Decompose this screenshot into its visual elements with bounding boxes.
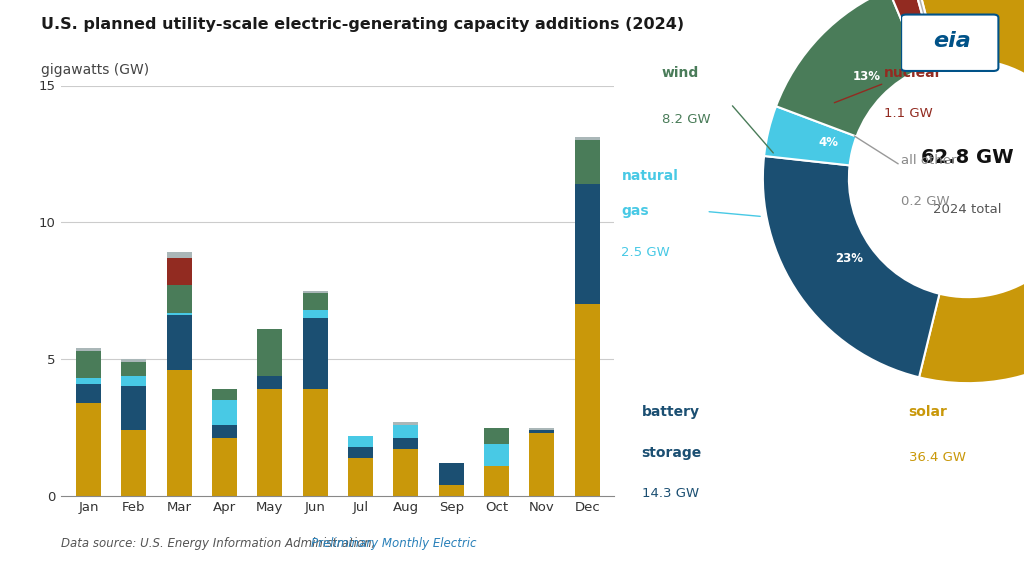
Bar [303, 294, 328, 310]
Bar [574, 137, 600, 140]
Bar [76, 384, 101, 403]
Bar [348, 447, 373, 458]
Bar [212, 438, 238, 496]
Text: solar: solar [908, 405, 947, 418]
Text: battery: battery [642, 405, 699, 418]
FancyBboxPatch shape [901, 14, 998, 71]
Bar [574, 304, 600, 496]
Bar [76, 351, 101, 378]
Bar [167, 285, 191, 312]
Bar [303, 389, 328, 496]
Bar [393, 449, 419, 496]
Bar [122, 359, 146, 362]
Bar [212, 425, 238, 438]
Bar [348, 435, 373, 447]
Bar [484, 428, 509, 444]
Text: Preliminary Monthly Electric: Preliminary Monthly Electric [311, 537, 476, 550]
Text: storage: storage [642, 446, 701, 459]
Bar [257, 389, 283, 496]
Text: 0.2 GW: 0.2 GW [900, 195, 949, 207]
Text: 2.5 GW: 2.5 GW [622, 246, 670, 259]
Bar [393, 438, 419, 449]
Bar [393, 422, 419, 425]
Bar [122, 386, 146, 430]
Bar [122, 430, 146, 496]
Text: 62.8 GW: 62.8 GW [922, 148, 1014, 168]
Wedge shape [889, 0, 936, 69]
Text: nuclear: nuclear [885, 66, 943, 80]
Text: gigawatts (GW): gigawatts (GW) [41, 63, 150, 77]
Bar [438, 485, 464, 496]
Bar [122, 376, 146, 386]
Bar [76, 378, 101, 384]
Bar [167, 258, 191, 285]
Text: 4%: 4% [819, 136, 839, 149]
Bar [167, 312, 191, 315]
Bar [393, 425, 419, 438]
Wedge shape [763, 156, 939, 377]
Text: 14.3 GW: 14.3 GW [642, 487, 698, 500]
Text: 13%: 13% [852, 71, 881, 83]
Wedge shape [776, 0, 922, 137]
Bar [303, 291, 328, 294]
Bar [167, 253, 191, 258]
Text: U.S. planned utility-scale electric-generating capacity additions (2024): U.S. planned utility-scale electric-gene… [41, 17, 684, 32]
Bar [529, 428, 554, 430]
Text: 8.2 GW: 8.2 GW [662, 113, 711, 125]
Text: all other: all other [900, 154, 956, 166]
Bar [303, 310, 328, 318]
Bar [574, 184, 600, 304]
Bar [574, 140, 600, 184]
Bar [212, 400, 238, 425]
Bar [438, 463, 464, 485]
Bar [167, 370, 191, 496]
Text: 36.4 GW: 36.4 GW [908, 451, 966, 464]
Bar [76, 403, 101, 496]
Text: eia: eia [934, 31, 971, 51]
Bar [212, 389, 238, 400]
Bar [529, 430, 554, 433]
Text: 1.1 GW: 1.1 GW [885, 108, 933, 120]
Text: gas: gas [622, 205, 649, 218]
Bar [257, 329, 283, 376]
Text: 2024 total: 2024 total [934, 202, 1001, 215]
Wedge shape [916, 0, 1024, 383]
Text: Data source: U.S. Energy Information Administration,: Data source: U.S. Energy Information Adm… [61, 537, 380, 550]
Bar [76, 348, 101, 351]
Bar [167, 315, 191, 370]
Bar [257, 376, 283, 389]
Text: 23%: 23% [836, 253, 863, 266]
Bar [484, 444, 509, 466]
Bar [484, 466, 509, 496]
Bar [122, 362, 146, 376]
Text: natural: natural [622, 169, 678, 182]
Text: wind: wind [662, 66, 699, 80]
Bar [303, 318, 328, 389]
Bar [529, 433, 554, 496]
Wedge shape [764, 106, 856, 165]
Text: 2%: 2% [913, 35, 933, 48]
Bar [348, 458, 373, 496]
Wedge shape [912, 0, 938, 64]
